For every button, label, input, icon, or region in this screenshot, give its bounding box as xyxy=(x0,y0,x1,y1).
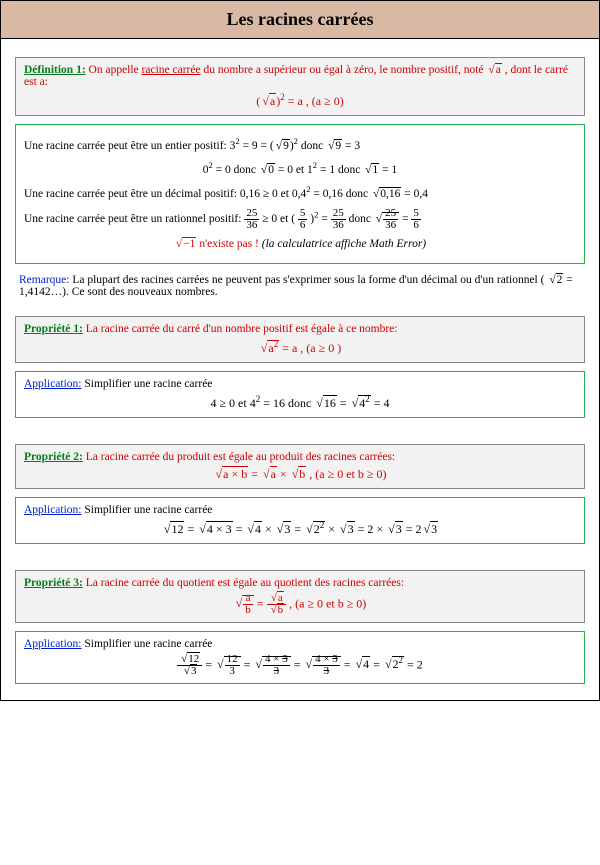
application-1-box: Application: Simplifier une racine carré… xyxy=(15,371,585,418)
property-3-box: Propriété 3: La racine carrée du quotien… xyxy=(15,570,585,623)
example-line-4: Une racine carrée peut être un rationnel… xyxy=(24,208,576,231)
definition-label: Définition 1: xyxy=(24,64,86,76)
definition-box: Définition 1: On appelle racine carrée d… xyxy=(15,57,585,116)
definition-text: On appelle racine carrée du nombre a sup… xyxy=(24,64,568,88)
property-2-label: Propriété 2: xyxy=(24,451,83,463)
example-line-1: Une racine carrée peut être un entier po… xyxy=(24,135,576,155)
remark-text: Remarque: La plupart des racines carrées… xyxy=(15,274,585,298)
property-2-formula: a × b = a × b , (a ≥ 0 et b ≥ 0) xyxy=(24,467,576,482)
definition-formula: (a)2 = a , (a ≥ 0) xyxy=(24,92,576,109)
application-3-formula: 123 = 123 = 4 × 33 = 4 × 33 = 4 = 22 = 2 xyxy=(24,654,576,677)
property-3-label: Propriété 3: xyxy=(24,577,83,589)
example-error: −1 n'existe pas ! (la calculatrice affic… xyxy=(24,235,576,253)
example-line-3: Une racine carrée peut être un décimal p… xyxy=(24,183,576,203)
page-title: Les racines carrées xyxy=(1,1,599,39)
examples-box: Une racine carrée peut être un entier po… xyxy=(15,124,585,264)
property-1-label: Propriété 1: xyxy=(24,323,83,335)
example-line-2: 02 = 0 donc 0 = 0 et 12 = 1 donc 1 = 1 xyxy=(24,159,576,179)
application-2-formula: 12 = 4 × 3 = 4 × 3 = 22 × 3 = 2 × 3 = 23 xyxy=(24,520,576,537)
property-1-box: Propriété 1: La racine carrée du carré d… xyxy=(15,316,585,363)
application-2-box: Application: Simplifier une racine carré… xyxy=(15,497,585,544)
property-2-box: Propriété 2: La racine carrée du produit… xyxy=(15,444,585,489)
property-1-formula: a2 = a , (a ≥ 0 ) xyxy=(24,339,576,356)
page-frame: Les racines carrées Définition 1: On app… xyxy=(0,0,600,701)
application-1-formula: 4 ≥ 0 et 42 = 16 donc 16 = 42 = 4 xyxy=(24,394,576,411)
application-3-box: Application: Simplifier une racine carré… xyxy=(15,631,585,684)
page-content: Définition 1: On appelle racine carrée d… xyxy=(1,39,599,700)
property-3-formula: ab = ab , (a ≥ 0 et b ≥ 0) xyxy=(24,593,576,616)
